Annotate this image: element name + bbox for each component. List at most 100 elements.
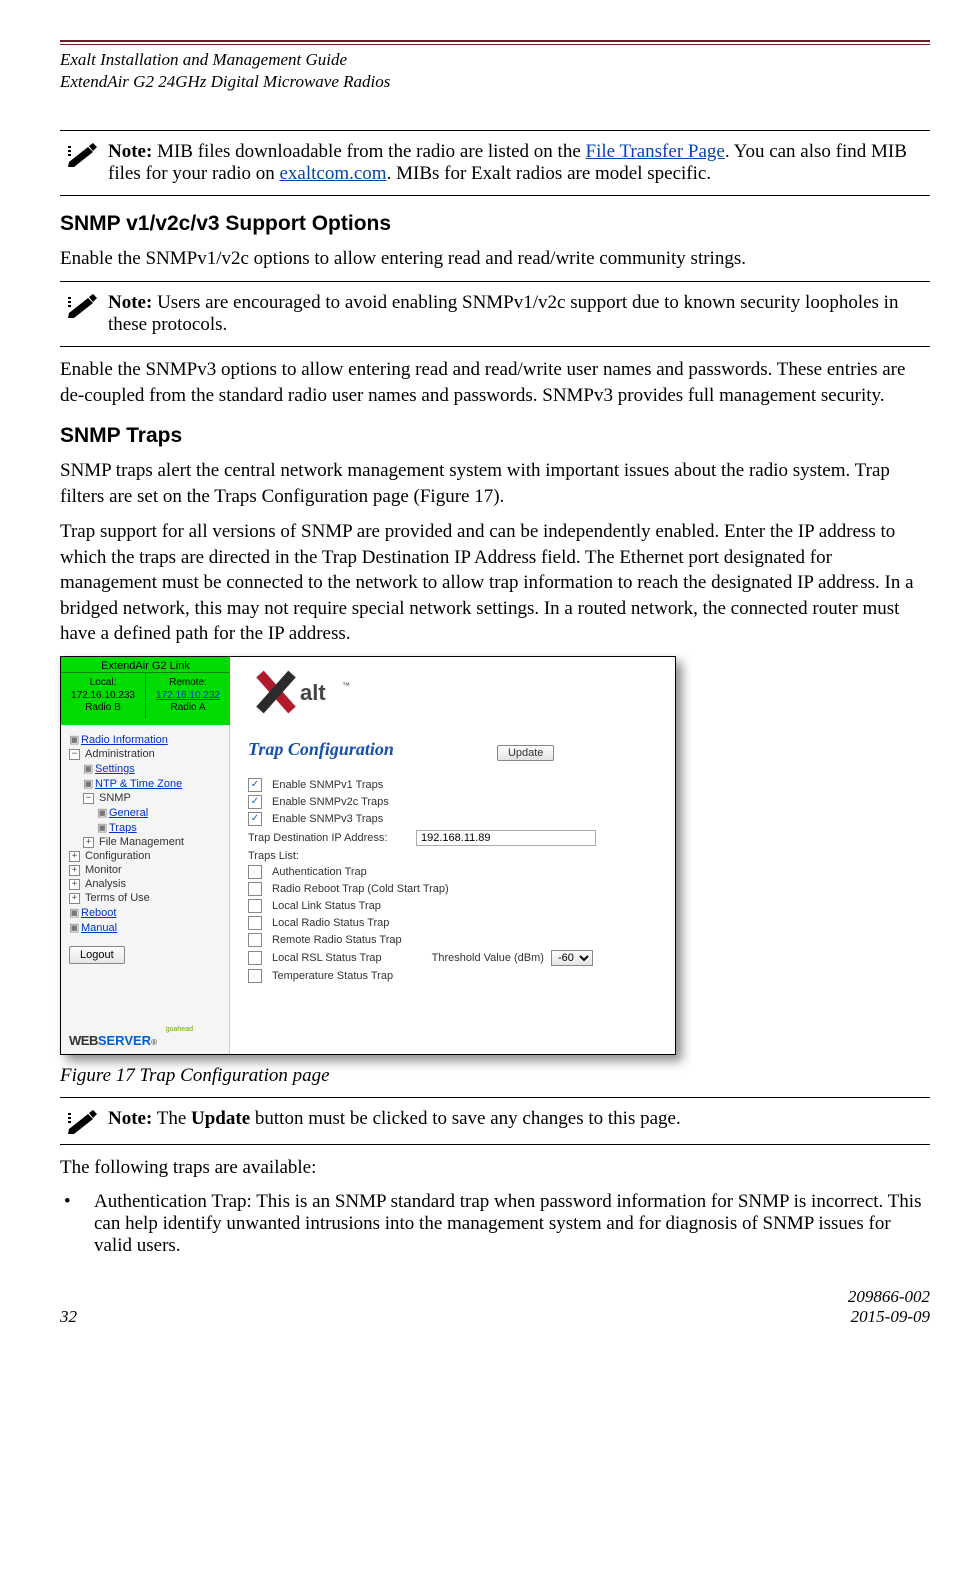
nav-settings[interactable]: Settings: [95, 763, 135, 775]
divider: [60, 346, 930, 347]
note-label: Note:: [108, 292, 152, 313]
panel-title: Trap Configuration: [248, 739, 394, 760]
list-item: • Authentication Trap: This is an SNMP s…: [60, 1191, 930, 1257]
nav-administration[interactable]: Administration: [85, 748, 155, 760]
tree-expand-icon[interactable]: +: [69, 893, 80, 904]
doc-subtitle: ExtendAir G2 24GHz Digital Microwave Rad…: [60, 72, 930, 92]
para: Enable the SNMPv1/v2c options to allow e…: [60, 246, 930, 271]
note-text: Note: MIB files downloadable from the ra…: [108, 141, 930, 185]
tree-bullet-icon: ▣: [69, 921, 79, 934]
note-block: Note: MIB files downloadable from the ra…: [60, 141, 930, 185]
bullet-text: Authentication Trap: This is an SNMP sta…: [94, 1191, 930, 1257]
figure-caption: Figure 17 Trap Configuration page: [60, 1065, 930, 1087]
checkbox-rsl-trap[interactable]: [248, 951, 262, 965]
checkbox-local-radio-trap[interactable]: [248, 916, 262, 930]
tree-bullet-icon: ▣: [69, 733, 79, 746]
nav-traps[interactable]: Traps: [109, 822, 137, 834]
file-transfer-link[interactable]: File Transfer Page: [586, 141, 725, 162]
label-reboot-trap: Radio Reboot Trap (Cold Start Trap): [272, 883, 449, 895]
checkbox-remote-radio-trap[interactable]: [248, 933, 262, 947]
svg-text:alt: alt: [300, 680, 326, 705]
nav-analysis[interactable]: Analysis: [85, 878, 126, 890]
label-ip: Trap Destination IP Address:: [248, 832, 416, 844]
document-page: Exalt Installation and Management Guide …: [0, 0, 975, 1357]
remote-ip-link[interactable]: 172.16.10.232: [156, 690, 220, 701]
note-text: Note: The Update button must be clicked …: [108, 1108, 930, 1130]
checkbox-enable-v2[interactable]: ✓: [248, 795, 262, 809]
heading-snmp-options: SNMP v1/v2c/v3 Support Options: [60, 212, 930, 236]
threshold-select[interactable]: -60: [551, 950, 593, 966]
page-number: 32: [60, 1307, 77, 1327]
header-rule-1: [60, 40, 930, 42]
exalt-logo: alt ™: [230, 657, 675, 725]
nav-snmp[interactable]: SNMP: [99, 792, 131, 804]
screenshot-header: ExtendAir G2 Link Local: 172.16.10.233 R…: [61, 657, 675, 725]
exaltcom-link[interactable]: exaltcom.com: [279, 163, 386, 184]
label-rsl-trap: Local RSL Status Trap: [272, 952, 382, 964]
pencil-note-icon: [60, 1108, 108, 1134]
heading-snmp-traps: SNMP Traps: [60, 424, 930, 448]
tree-expand-icon[interactable]: +: [83, 837, 94, 848]
nav-file-mgmt[interactable]: File Management: [99, 836, 184, 848]
main-panel: Trap Configuration Update ✓ Enable SNMPv1…: [230, 725, 675, 1054]
doc-title: Exalt Installation and Management Guide: [60, 49, 930, 72]
pencil-note-icon: [60, 141, 108, 167]
doc-number: 209866-002: [848, 1287, 930, 1307]
svg-text:™: ™: [342, 681, 350, 690]
label-remote-radio-trap: Remote Radio Status Trap: [272, 934, 402, 946]
pencil-note-icon: [60, 292, 108, 318]
page-footer: 32 209866-002 2015-09-09: [60, 1287, 930, 1327]
tree-bullet-icon: ▣: [83, 777, 93, 790]
remote-radio-box[interactable]: Remote: 172.16.10.232 Radio A: [146, 673, 230, 719]
nav-configuration[interactable]: Configuration: [85, 850, 150, 862]
tree-bullet-icon: ▣: [97, 806, 107, 819]
checkbox-enable-v1[interactable]: ✓: [248, 778, 262, 792]
checkbox-reboot-trap[interactable]: [248, 882, 262, 896]
note-block: Note: Users are encouraged to avoid enab…: [60, 292, 930, 336]
note-label: Note:: [108, 1108, 152, 1129]
nav-radio-info[interactable]: Radio Information: [81, 734, 168, 746]
nav-terms[interactable]: Terms of Use: [85, 892, 150, 904]
label-local-radio-trap: Local Radio Status Trap: [272, 917, 389, 929]
note-label: Note:: [108, 141, 152, 162]
tree-expand-icon[interactable]: +: [69, 851, 80, 862]
label-enable-v3: Enable SNMPv3 Traps: [272, 813, 383, 825]
header-rule-2: [60, 44, 930, 45]
tree-collapse-icon[interactable]: −: [83, 793, 94, 804]
nav-reboot[interactable]: Reboot: [81, 907, 116, 919]
para: The following traps are available:: [60, 1155, 930, 1180]
tree-expand-icon[interactable]: +: [69, 879, 80, 890]
webserver-logo: goahead WEBSERVER®: [69, 1018, 223, 1048]
checkbox-temp-trap[interactable]: [248, 969, 262, 983]
checkbox-enable-v3[interactable]: ✓: [248, 812, 262, 826]
bullet-icon: •: [60, 1191, 94, 1257]
label-enable-v2: Enable SNMPv2c Traps: [272, 796, 389, 808]
label-temp-trap: Temperature Status Trap: [272, 970, 393, 982]
divider: [60, 1097, 930, 1098]
divider: [60, 130, 930, 131]
label-enable-v1: Enable SNMPv1 Traps: [272, 779, 383, 791]
nav-monitor[interactable]: Monitor: [85, 864, 122, 876]
trap-ip-input[interactable]: [416, 830, 596, 846]
checkbox-link-trap[interactable]: [248, 899, 262, 913]
para: Enable the SNMPv3 options to allow enter…: [60, 357, 930, 408]
tree-bullet-icon: ▣: [97, 821, 107, 834]
link-title: ExtendAir G2 Link: [61, 657, 230, 673]
note-text: Note: Users are encouraged to avoid enab…: [108, 292, 930, 336]
para: SNMP traps alert the central network man…: [60, 458, 930, 509]
tree-bullet-icon: ▣: [69, 906, 79, 919]
trap-config-screenshot: ExtendAir G2 Link Local: 172.16.10.233 R…: [60, 656, 676, 1055]
nav-ntp[interactable]: NTP & Time Zone: [95, 778, 182, 790]
divider: [60, 1144, 930, 1145]
tree-expand-icon[interactable]: +: [69, 865, 80, 876]
nav-general[interactable]: General: [109, 807, 148, 819]
tree-collapse-icon[interactable]: −: [69, 749, 80, 760]
checkbox-auth-trap[interactable]: [248, 865, 262, 879]
logout-button[interactable]: Logout: [69, 946, 125, 964]
update-button[interactable]: Update: [497, 745, 554, 761]
label-auth-trap: Authentication Trap: [272, 866, 367, 878]
divider: [60, 281, 930, 282]
note-block: Note: The Update button must be clicked …: [60, 1108, 930, 1134]
local-radio-box[interactable]: Local: 172.16.10.233 Radio B: [61, 673, 146, 719]
nav-manual[interactable]: Manual: [81, 922, 117, 934]
